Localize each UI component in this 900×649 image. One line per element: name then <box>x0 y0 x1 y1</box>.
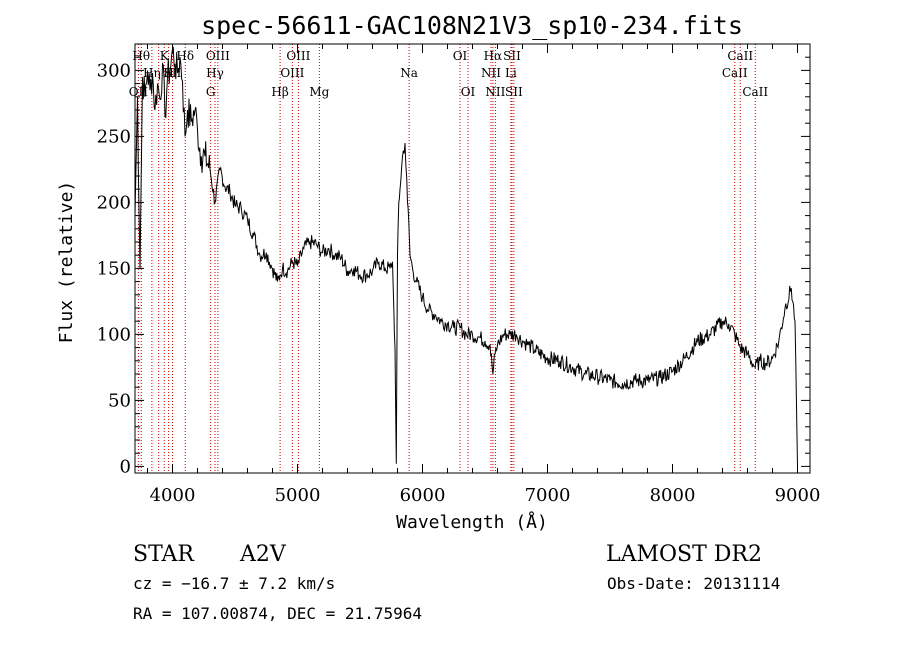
line-label-15: Na <box>400 66 418 80</box>
coordinates-text: RA = 107.00874, DEC = 21.75964 <box>133 604 422 623</box>
y-tick-label: 250 <box>97 126 131 147</box>
line-label-17: OI <box>461 85 476 99</box>
y-tick-label: 100 <box>97 324 131 345</box>
x-tick-label: 8000 <box>650 485 696 506</box>
line-label-7: SII <box>164 66 182 80</box>
line-label-10: OIII <box>206 49 230 63</box>
x-tick-label: 7000 <box>525 485 571 506</box>
line-label-26: CaII <box>742 85 768 99</box>
x-tick-label: 4000 <box>150 485 196 506</box>
line-label-9: Hγ <box>206 66 224 80</box>
y-tick-label: 0 <box>120 456 131 477</box>
line-label-18: NII <box>481 66 501 80</box>
y-tick-label: 50 <box>108 390 131 411</box>
line-label-4: K <box>160 49 170 63</box>
line-label-22: SII <box>503 49 521 63</box>
y-tick-label: 150 <box>97 258 131 279</box>
obs-date-text: Obs-Date: 20131114 <box>607 574 780 593</box>
y-tick-label: 300 <box>97 60 131 81</box>
line-label-25: CaII <box>727 49 753 63</box>
x-tick-label: 6000 <box>400 485 446 506</box>
line-label-16: OI <box>453 49 468 63</box>
line-label-8: G <box>206 85 216 99</box>
plot-frame <box>134 43 811 474</box>
y-axis-ticks: 0 50 100 150 200 250 300 <box>97 56 810 477</box>
line-label-24: CaII <box>722 66 748 80</box>
object-subclass: A2V <box>239 542 287 567</box>
line-label-13: OIII <box>286 49 310 63</box>
object-class: STAR <box>133 542 195 567</box>
survey-label: LAMOST DR2 <box>606 542 762 567</box>
plot-area: OIIHθHηKHHδSIIGHγOIIIHβOIIIOIIIMgNaOIOIN… <box>97 43 821 506</box>
y-axis-label: Flux (relative) <box>56 181 77 344</box>
emission-line-markers: OIIHθHηKHHδSIIGHγOIIIHβOIIIOIIIMgNaOIOIN… <box>129 44 768 473</box>
y-tick-label: 200 <box>97 192 131 213</box>
x-axis-label: Wavelength (Å) <box>396 511 548 533</box>
line-label-6: Hδ <box>176 49 194 63</box>
line-label-1: Hθ <box>132 49 150 63</box>
line-label-14: Mg <box>309 85 329 99</box>
line-label-20: NII <box>485 85 505 99</box>
redshift-text: cz = −16.7 ± 7.2 km/s <box>133 574 335 593</box>
line-label-12: OIII <box>280 66 304 80</box>
line-label-19: Hα <box>484 49 503 63</box>
x-tick-label: 5000 <box>275 485 321 506</box>
line-label-11: Hβ <box>271 85 288 99</box>
line-label-23: SII <box>505 85 523 99</box>
x-tick-label: 9000 <box>775 485 821 506</box>
spectrum-series <box>134 45 798 467</box>
line-label-21: Li <box>505 66 517 80</box>
x-axis-ticks: 4000 5000 6000 7000 8000 9000 <box>147 44 821 506</box>
chart-title: spec-56611-GAC108N21V3_sp10-234.fits <box>201 11 743 40</box>
